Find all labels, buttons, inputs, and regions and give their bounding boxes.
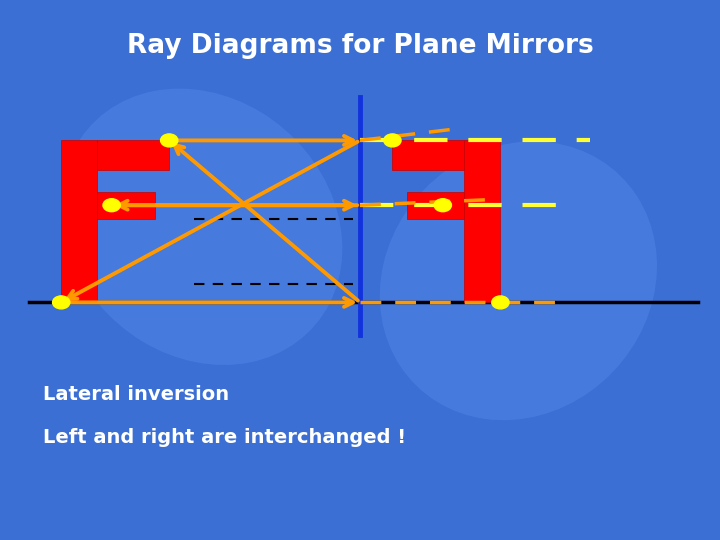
Text: Lateral inversion: Lateral inversion bbox=[43, 384, 230, 404]
Circle shape bbox=[161, 134, 178, 147]
Bar bbox=[392, 140, 464, 170]
Bar bbox=[407, 192, 464, 219]
Circle shape bbox=[384, 134, 401, 147]
Bar bbox=[61, 140, 97, 302]
Ellipse shape bbox=[380, 141, 657, 420]
Ellipse shape bbox=[61, 89, 342, 365]
Text: Ray Diagrams for Plane Mirrors: Ray Diagrams for Plane Mirrors bbox=[127, 33, 593, 59]
Bar bbox=[97, 140, 169, 170]
Circle shape bbox=[103, 199, 120, 212]
Bar bbox=[97, 192, 155, 219]
Circle shape bbox=[492, 296, 509, 309]
Circle shape bbox=[434, 199, 451, 212]
Circle shape bbox=[53, 296, 70, 309]
Text: Left and right are interchanged !: Left and right are interchanged ! bbox=[43, 428, 406, 447]
Bar bbox=[464, 140, 500, 302]
